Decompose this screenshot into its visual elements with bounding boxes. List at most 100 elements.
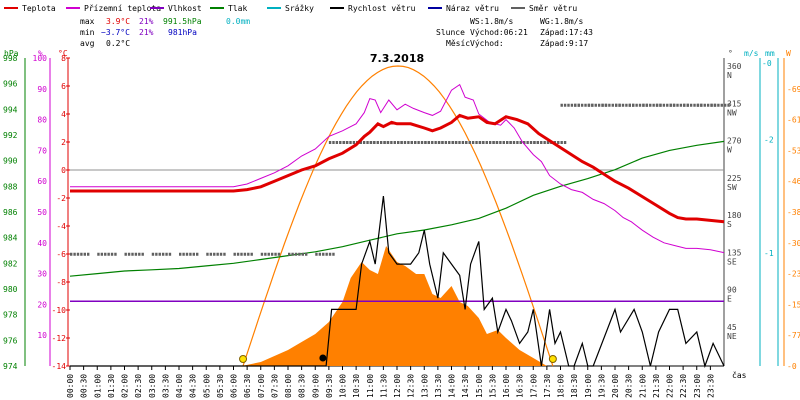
series-wind-direction-mark xyxy=(696,103,700,107)
series-wind-direction-mark xyxy=(390,141,393,144)
time-tick-label: 09:30 xyxy=(325,374,334,398)
series-wind-direction-mark xyxy=(628,103,632,107)
axis-title-time: čas xyxy=(732,370,747,380)
legend-item: Teplota xyxy=(4,4,56,13)
tick-label-dir-deg: 45 xyxy=(727,323,737,332)
time-tick-label: 05:30 xyxy=(216,374,225,398)
tick-label-w: -154 xyxy=(787,300,800,309)
series-wind-direction-mark xyxy=(529,141,533,144)
stat-max-temp: 3.9°C xyxy=(106,17,130,26)
wind-wg: WG:1.8m/s xyxy=(540,17,584,26)
series-wind-direction-mark xyxy=(274,252,277,256)
series-wind-direction-mark xyxy=(563,141,567,144)
series-wind-direction-mark xyxy=(560,141,563,144)
tick-label-w: -231 xyxy=(787,270,800,279)
series-wind-direction-mark xyxy=(209,252,213,256)
series-wind-direction-mark xyxy=(168,252,172,256)
series-wind-direction-mark xyxy=(97,252,100,256)
series-wind-direction-mark xyxy=(342,141,345,144)
series-wind-direction-mark xyxy=(73,252,76,256)
series-wind-direction-mark xyxy=(727,103,730,107)
series-wind-direction-mark xyxy=(723,103,727,107)
series-wind-direction-mark xyxy=(359,141,362,144)
series-wind-direction-mark xyxy=(70,252,73,256)
legend-item: Náraz větru xyxy=(428,4,499,13)
time-tick-label: 23:30 xyxy=(706,374,715,398)
tick-label-hpa: 984 xyxy=(3,234,18,243)
series-wind-direction-mark xyxy=(546,141,550,144)
series-wind-direction-mark xyxy=(444,141,448,144)
series-wind-direction-mark xyxy=(369,141,373,144)
series-wind-direction-mark xyxy=(649,103,652,107)
series-wind-direction-mark xyxy=(434,141,437,144)
tick-label-w: -616 xyxy=(787,116,800,125)
series-wind-direction-mark xyxy=(601,103,604,107)
series-wind-direction-mark xyxy=(100,252,104,256)
legend-label: Náraz větru xyxy=(446,4,499,13)
time-tick-label: 02:30 xyxy=(134,374,143,398)
series-wind-direction-mark xyxy=(376,141,379,144)
series-wind-direction-mark xyxy=(315,252,318,256)
sunset-marker xyxy=(548,355,557,363)
stats-block: max 3.9°C 21% 991.5hPa 0.0mm min −3.7°C … xyxy=(80,17,250,48)
series-wind-direction-mark xyxy=(325,252,328,256)
tick-label-hum: 70 xyxy=(37,146,47,155)
legend-label: Tlak xyxy=(228,4,247,13)
series-wind-direction-mark xyxy=(373,141,376,144)
time-tick-label: 02:00 xyxy=(121,374,130,398)
series-theoretical-solar xyxy=(242,65,554,367)
series-wind-direction-mark xyxy=(618,103,621,107)
series-wind-direction-mark xyxy=(519,141,523,144)
tick-label-w: -693 xyxy=(787,85,800,94)
series-wind-direction-mark xyxy=(216,252,219,256)
time-tick-label: 11:30 xyxy=(379,374,388,398)
time-tick-label: 07:00 xyxy=(257,374,266,398)
time-tick-label: 04:30 xyxy=(189,374,198,398)
time-tick-label: 19:00 xyxy=(584,374,593,398)
series-wind-direction-mark xyxy=(621,103,625,107)
series-wind-direction-mark xyxy=(189,252,192,256)
series-wind-direction-mark xyxy=(625,103,628,107)
series-wind-direction-mark xyxy=(536,141,540,144)
series-wind-direction-mark xyxy=(458,141,461,144)
series-wind-direction-mark xyxy=(131,252,134,256)
series-wind-direction-mark xyxy=(270,252,274,256)
series-wind-direction-mark xyxy=(577,103,580,107)
time-tick-label: 03:00 xyxy=(148,374,157,398)
series-wind-direction-mark xyxy=(669,103,672,107)
time-tick-label: 20:00 xyxy=(611,374,620,398)
series-wind-direction-mark xyxy=(584,103,587,107)
time-tick-label: 10:30 xyxy=(352,374,361,398)
sun-label: Slunce xyxy=(436,28,465,37)
time-tick-label: 04:00 xyxy=(175,374,184,398)
series-wind-direction-mark xyxy=(632,103,635,107)
series-wind-direction-mark xyxy=(76,252,80,256)
series-wind-direction-mark xyxy=(574,103,577,107)
time-tick-label: 09:00 xyxy=(311,374,320,398)
series-solar-radiation xyxy=(241,246,547,366)
tick-label-temp: -6 xyxy=(56,250,66,259)
stat-min-temp: −3.7°C xyxy=(101,28,130,37)
tick-label-hpa: 978 xyxy=(3,311,18,320)
series-wind-direction-mark xyxy=(424,141,427,144)
time-tick-label: 08:30 xyxy=(298,374,307,398)
tick-label-dir-deg: 315 xyxy=(727,99,742,108)
legend-label: Srážky xyxy=(285,4,314,13)
series-wind-direction-mark xyxy=(107,252,110,256)
tick-label-dir-name: W xyxy=(727,146,732,155)
tick-label-temp: 0 xyxy=(61,166,66,175)
tick-label-hpa: 988 xyxy=(3,182,18,191)
time-tick-label: 01:00 xyxy=(93,374,102,398)
time-tick-label: 13:00 xyxy=(420,374,429,398)
series-wind-direction-mark xyxy=(427,141,431,144)
stat-max-label: max xyxy=(80,17,95,26)
series-wind-direction-mark xyxy=(393,141,396,144)
series-wind-direction-mark xyxy=(223,252,226,256)
series-wind-direction-mark xyxy=(451,141,454,144)
sun-rise: Východ:06:21 xyxy=(470,28,528,37)
series-pressure xyxy=(69,140,725,277)
time-tick-label: 06:30 xyxy=(243,374,252,398)
tick-label-temp: -8 xyxy=(56,278,66,287)
sun-moon-block: WS:1.8m/s WG:1.8m/s Slunce Východ:06:21 … xyxy=(436,17,593,48)
tick-label-hpa: 998 xyxy=(3,54,18,63)
